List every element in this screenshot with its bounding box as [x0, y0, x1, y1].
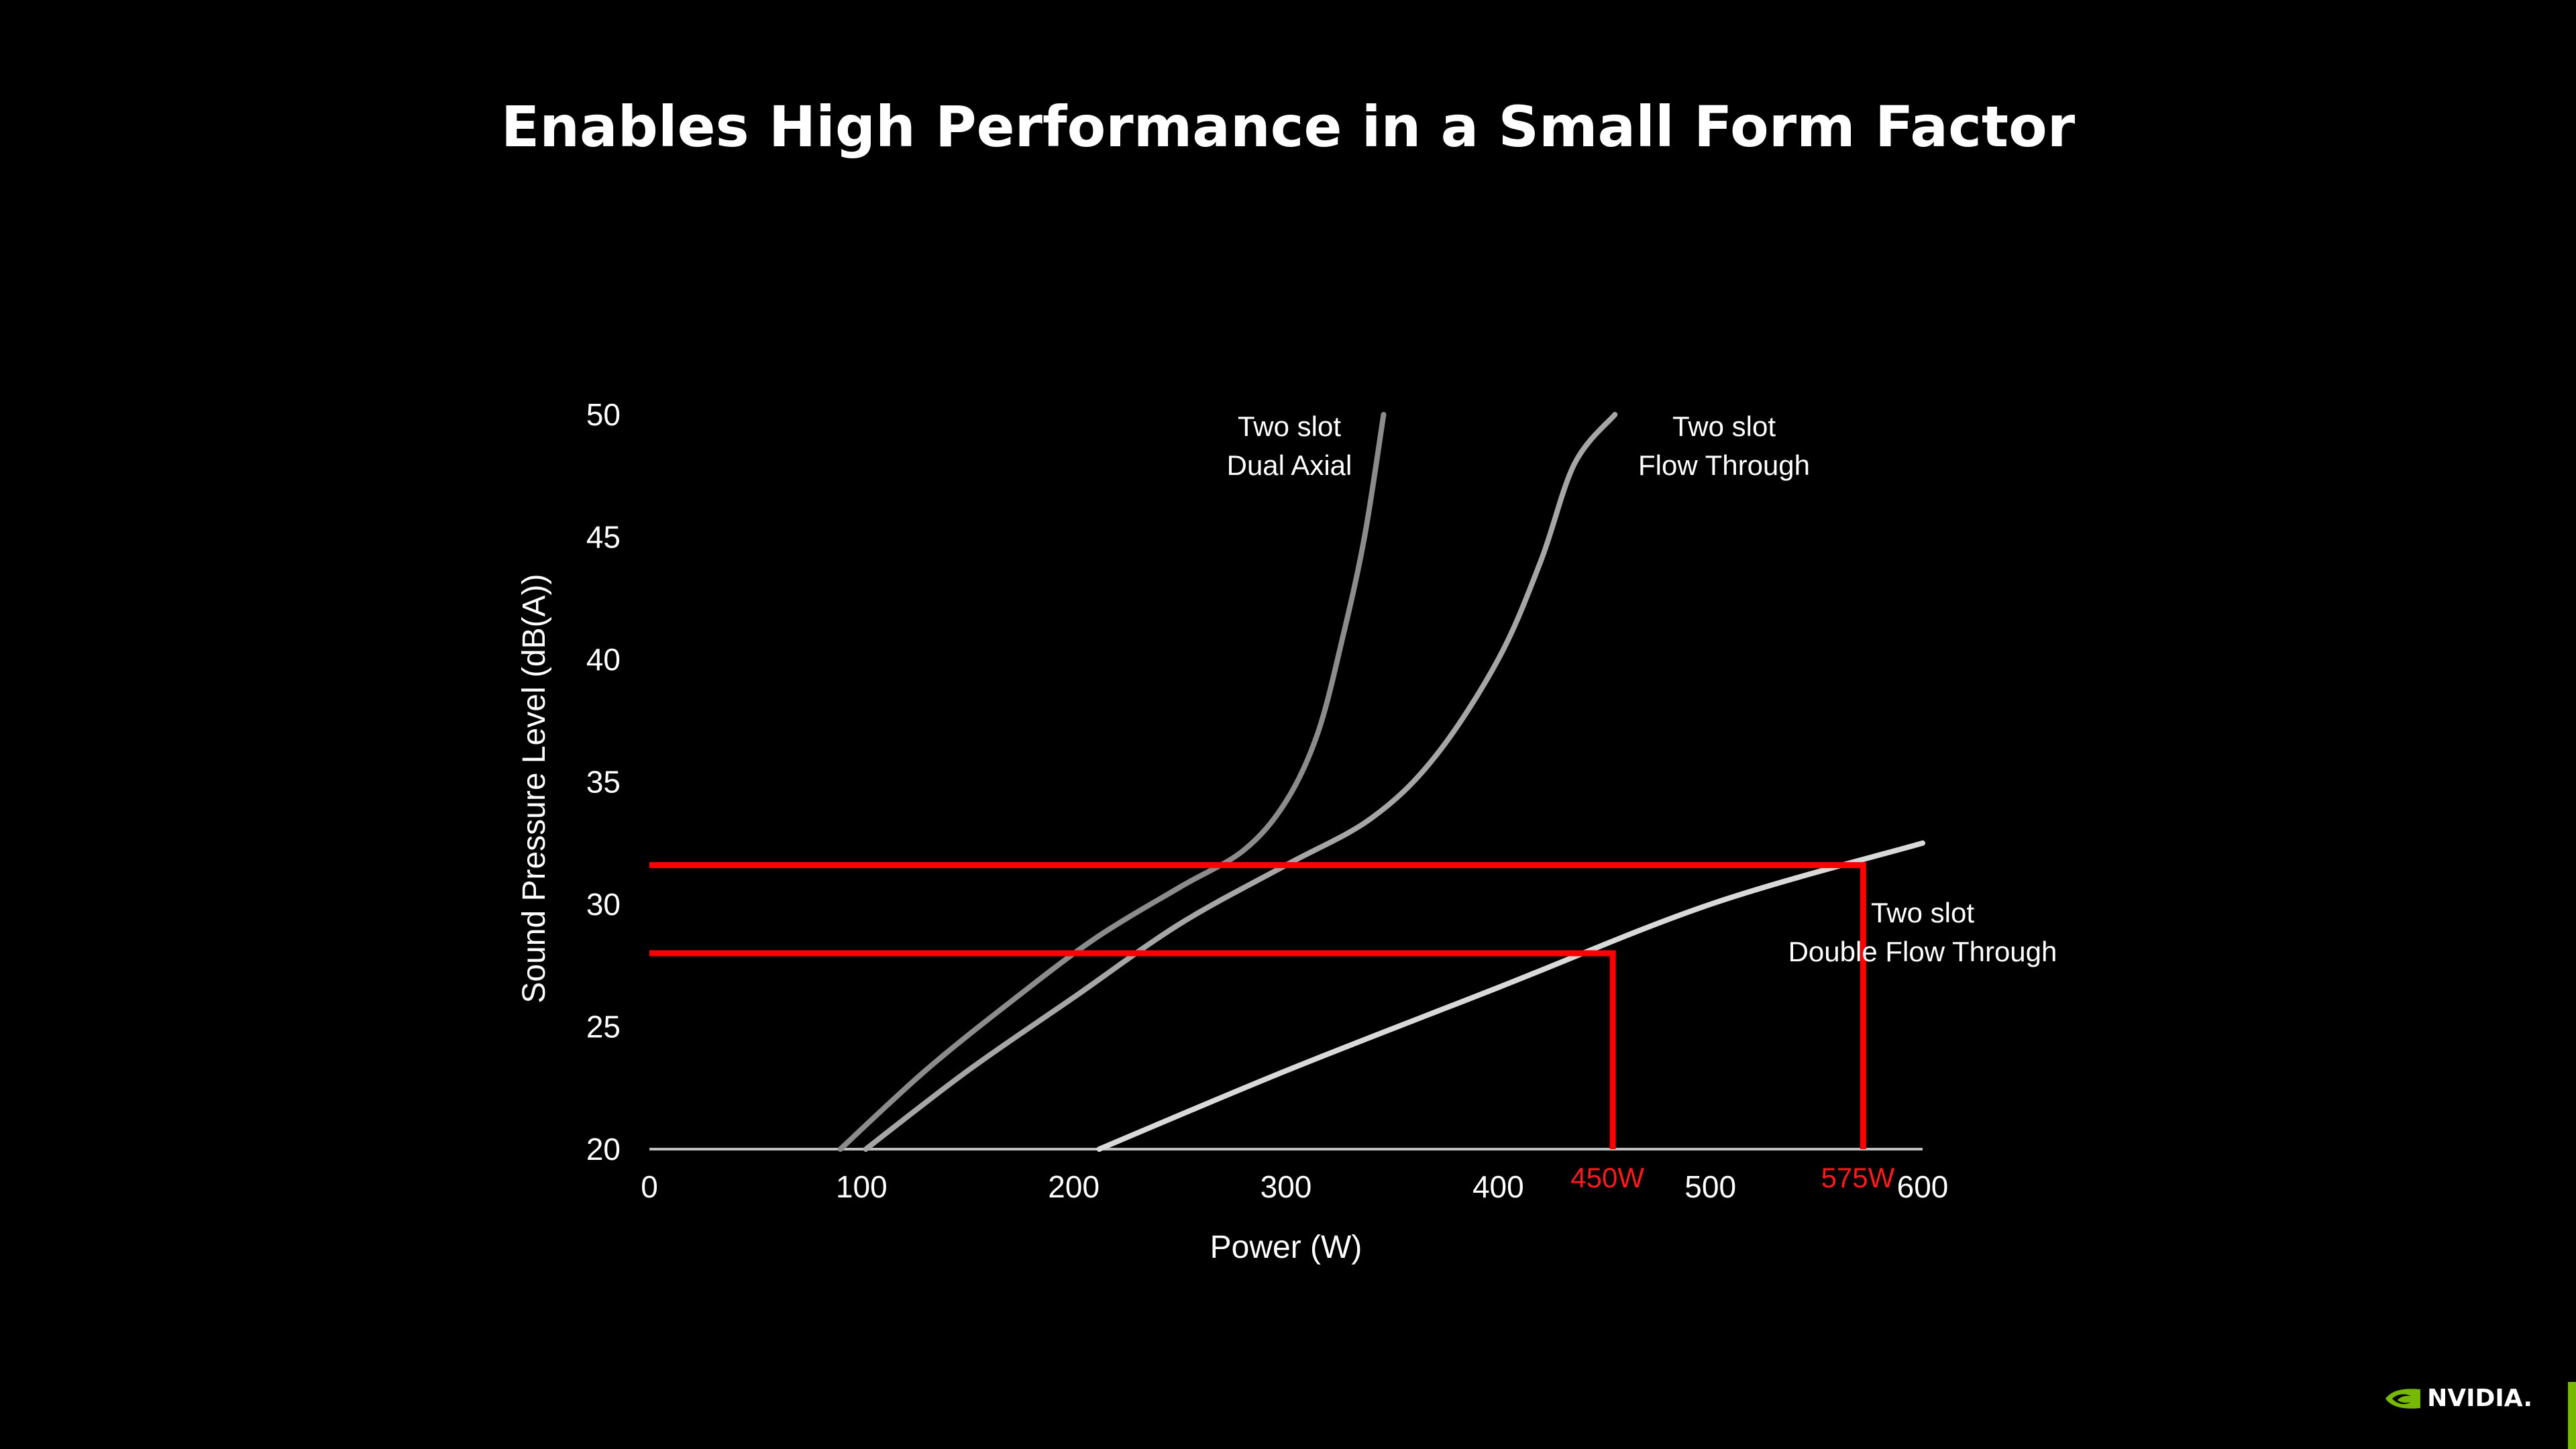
series-line-3 [1096, 840, 1925, 1152]
series-label: Two slot [1238, 411, 1341, 442]
nvidia-logo: NVIDIA. [2383, 1385, 2532, 1412]
marker-label-575W: 575W [1821, 1162, 1895, 1193]
x-tick-label: 200 [1048, 1169, 1099, 1204]
x-tick-label: 100 [836, 1169, 888, 1204]
y-tick-label: 50 [586, 397, 621, 432]
x-tick-label: 500 [1684, 1169, 1736, 1204]
y-tick-label: 30 [586, 887, 621, 922]
series-label: Flow Through [1638, 449, 1810, 481]
series-line-2 [863, 412, 1618, 1152]
y-tick-label: 40 [586, 642, 621, 677]
y-tick-label: 35 [586, 765, 621, 800]
series-line-1 [837, 412, 1387, 1152]
y-tick-label: 20 [586, 1132, 621, 1167]
slide-title: Enables High Performance in a Small Form… [500, 94, 2076, 160]
marker-line-450W [649, 950, 1616, 1149]
series-label: Dual Axial [1227, 449, 1352, 481]
series-label: Double Flow Through [1788, 936, 2057, 967]
y-axis-title: Sound Pressure Level (dB(A)) [517, 574, 552, 1003]
accent-bar [2568, 1382, 2576, 1449]
series-label: Two slot [1672, 411, 1776, 442]
marker-line-575W [649, 862, 1866, 1149]
marker-label-450W: 450W [1570, 1162, 1644, 1193]
y-tick-label: 45 [586, 520, 621, 555]
x-tick-label: 300 [1260, 1169, 1312, 1204]
series-label: Two slot [1871, 897, 1974, 928]
x-tick-label: 0 [641, 1169, 658, 1204]
y-tick-label: 25 [586, 1010, 621, 1044]
x-axis-title: Power (W) [1210, 1230, 1362, 1265]
nvidia-eye-icon [2385, 1388, 2421, 1409]
x-tick-label: 400 [1472, 1169, 1524, 1204]
nvidia-wordmark: NVIDIA. [2427, 1385, 2532, 1412]
x-tick-label: 600 [1897, 1169, 1949, 1204]
